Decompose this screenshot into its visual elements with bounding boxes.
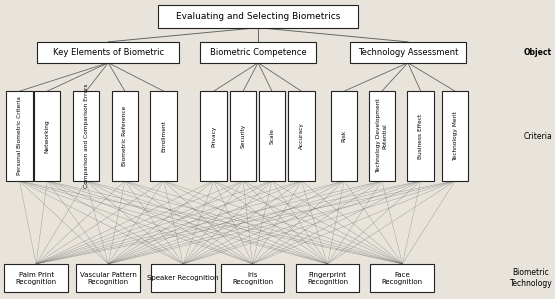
FancyBboxPatch shape [442,91,468,181]
Text: Privacy: Privacy [211,125,216,147]
Text: Iris
Recognition: Iris Recognition [232,271,273,285]
Text: Technology Assessment: Technology Assessment [358,48,458,57]
Text: Criteria: Criteria [523,132,552,141]
Text: Speaker Recognition: Speaker Recognition [147,275,219,281]
Text: Technology Merit: Technology Merit [452,111,458,161]
Text: Biometric Competence: Biometric Competence [210,48,306,57]
Text: Biometric Reference: Biometric Reference [122,106,128,166]
FancyBboxPatch shape [112,91,138,181]
Text: Accuracy: Accuracy [299,123,304,150]
Text: Security: Security [240,124,246,148]
Text: Evaluating and Selecting Biometrics: Evaluating and Selecting Biometrics [176,12,340,21]
FancyBboxPatch shape [288,91,315,181]
FancyBboxPatch shape [77,264,140,292]
Text: Personal Biometric Criteria: Personal Biometric Criteria [17,97,22,176]
FancyBboxPatch shape [350,42,466,63]
FancyBboxPatch shape [200,42,316,63]
Text: Comparison and Comparison Errors: Comparison and Comparison Errors [83,84,89,188]
Text: Biometric
Technology: Biometric Technology [509,269,552,288]
Text: Vascular Pattern
Recognition: Vascular Pattern Recognition [80,271,137,285]
FancyBboxPatch shape [73,91,99,181]
Text: Scale: Scale [269,128,275,144]
FancyBboxPatch shape [221,264,285,292]
FancyBboxPatch shape [150,91,177,181]
Text: Technology Development
Potential: Technology Development Potential [376,99,387,173]
FancyBboxPatch shape [331,91,357,181]
Text: Risk: Risk [341,130,347,142]
FancyBboxPatch shape [259,91,285,181]
Text: Networking: Networking [44,119,50,153]
FancyBboxPatch shape [295,264,360,292]
FancyBboxPatch shape [158,5,358,28]
FancyBboxPatch shape [230,91,256,181]
Text: Enrollment: Enrollment [161,120,166,152]
FancyBboxPatch shape [200,91,227,181]
FancyBboxPatch shape [34,91,60,181]
FancyBboxPatch shape [369,91,395,181]
Text: Face
Recognition: Face Recognition [382,271,423,285]
Text: Key Elements of Biometric: Key Elements of Biometric [53,48,164,57]
FancyBboxPatch shape [371,264,434,292]
FancyBboxPatch shape [407,91,434,181]
Text: Business Effect: Business Effect [418,113,423,159]
Text: Object: Object [524,48,552,57]
Text: Fingerprint
Recognition: Fingerprint Recognition [307,271,348,285]
FancyBboxPatch shape [6,91,33,181]
FancyBboxPatch shape [4,264,68,292]
FancyBboxPatch shape [38,42,179,63]
Text: Palm Print
Recognition: Palm Print Recognition [16,271,57,285]
FancyBboxPatch shape [151,264,215,292]
